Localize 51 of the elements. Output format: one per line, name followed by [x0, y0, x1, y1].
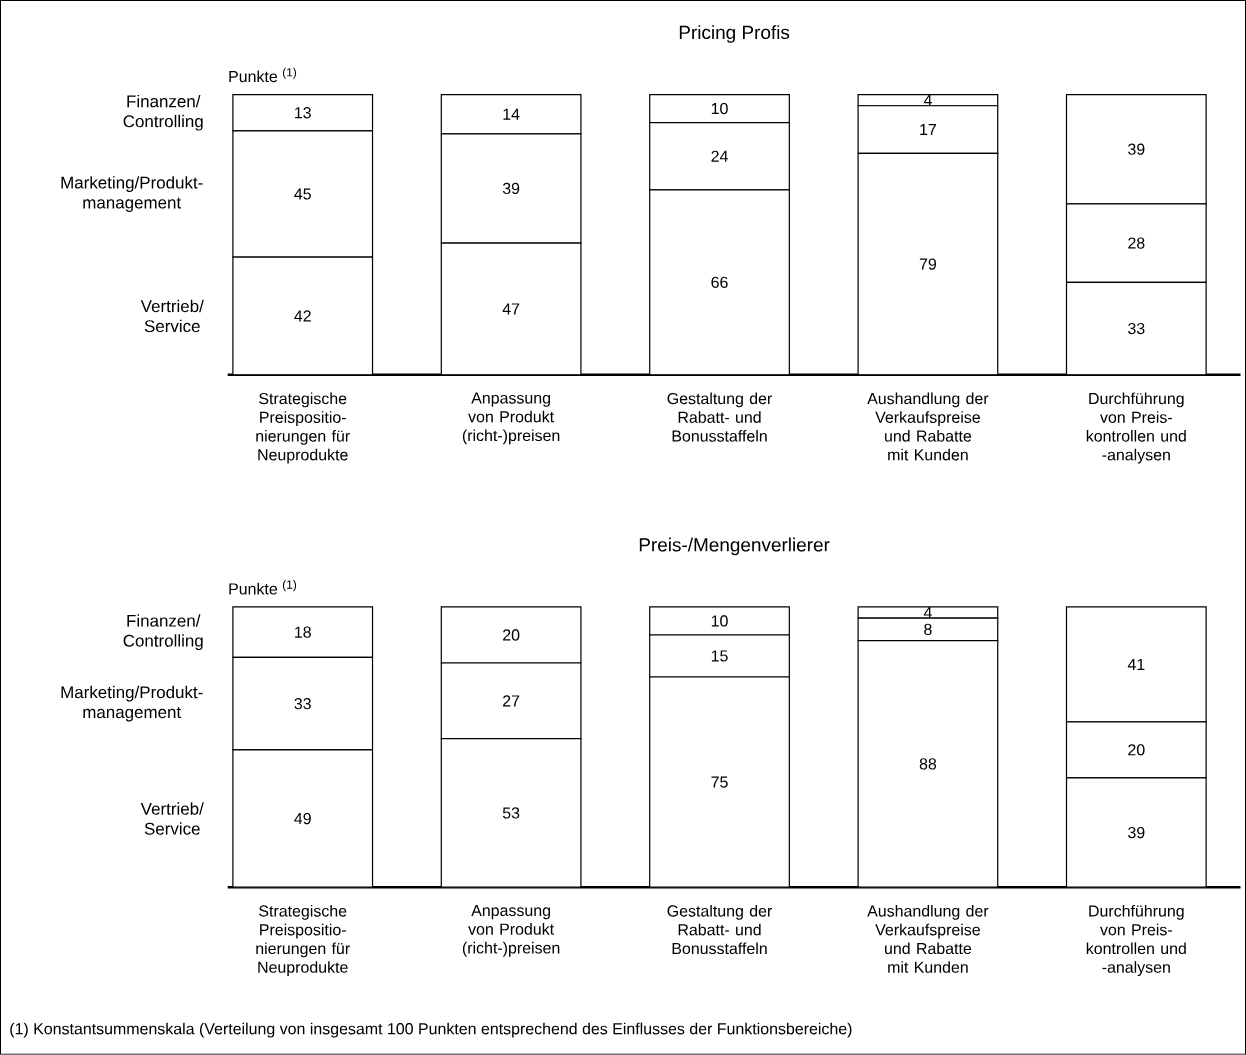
data-label: 42: [294, 310, 311, 322]
data-label: 4: [923, 607, 932, 619]
data-label: 49: [294, 812, 311, 825]
series-label: Marketing/Produkt-management: [61, 176, 203, 212]
data-label: 41: [1127, 659, 1145, 670]
data-label: 8: [924, 623, 932, 636]
data-label: 45: [294, 188, 311, 200]
data-label: 18: [295, 626, 311, 638]
series-label: Finanzen/ Controlling: [123, 614, 203, 651]
x-tick-label: Aushandlung der Verkaufspreise und Rabatte mit Kunden: [867, 904, 989, 973]
data-label: 47: [502, 303, 520, 315]
x-tick-label: Durchführung von Preis-kontrollen und -analysen: [1086, 904, 1186, 977]
y-axis-title: Punkte $^{(1)}$: [229, 580, 297, 595]
x-tick-label: Gestaltung der Rabatt- und Bonusstaffeln: [667, 392, 772, 442]
data-label: 88: [919, 758, 937, 770]
data-label: 53: [502, 807, 520, 819]
x-tick-label: Strategische Preispositio-nierungen für Neuprodukte: [256, 904, 350, 977]
data-label: 20: [1128, 744, 1145, 756]
data-label: 39: [1128, 826, 1145, 839]
data-label: 33: [1128, 322, 1145, 335]
data-label: 15: [711, 650, 728, 662]
x-tick-label: Anpassung von Produkt (richt-)preisen: [462, 392, 560, 445]
x-tick-label: Gestaltung der Rabatt- und Bonusstaffeln: [667, 904, 772, 955]
data-label: 24: [711, 150, 728, 162]
text: (1) Konstantsummenskala (Verteilung von insgesamt 100 Punkten entsprechend des Einflusses der Funktionsbereiche): [10, 1022, 852, 1038]
x-tick-label: Strategische Preispositio-nierungen für Neuprodukte: [256, 392, 350, 464]
data-label: 20: [503, 629, 520, 641]
data-label: 17: [920, 124, 936, 136]
data-label: 39: [502, 182, 520, 195]
data-label: 75: [711, 776, 728, 788]
data-label: 79: [919, 258, 937, 270]
x-tick-label: Anpassung von Produkt (richt-)preisen: [462, 904, 560, 957]
data-label: 66: [711, 276, 728, 289]
data-label: 14: [503, 108, 520, 120]
series-label: Finanzen/ Controlling: [123, 94, 203, 131]
data-label: 4: [923, 94, 932, 106]
data-label: 13: [295, 107, 311, 119]
chart-title: Pricing Profis: [679, 25, 790, 43]
series-label: Marketing/Produkt-management: [61, 685, 203, 722]
data-label: 10: [711, 615, 728, 627]
data-label: 33: [294, 698, 311, 710]
x-tick-label: Durchführung von Preis-kontrollen und -analysen: [1086, 392, 1186, 464]
data-label: 10: [711, 102, 728, 115]
data-label: 27: [503, 695, 520, 707]
series-label: Vertrieb/ Service: [140, 802, 204, 835]
data-label: 39: [1128, 143, 1145, 155]
y-axis-title: Punkte $^{(1)}$: [229, 67, 297, 83]
x-tick-label: Aushandlung der Verkaufspreise und Rabatte mit Kunden: [867, 392, 989, 461]
series-label: Vertrieb/ Service: [140, 299, 204, 333]
data-label: 28: [1128, 237, 1145, 249]
chart-title: Preis-/Mengenverlierer: [639, 537, 830, 556]
